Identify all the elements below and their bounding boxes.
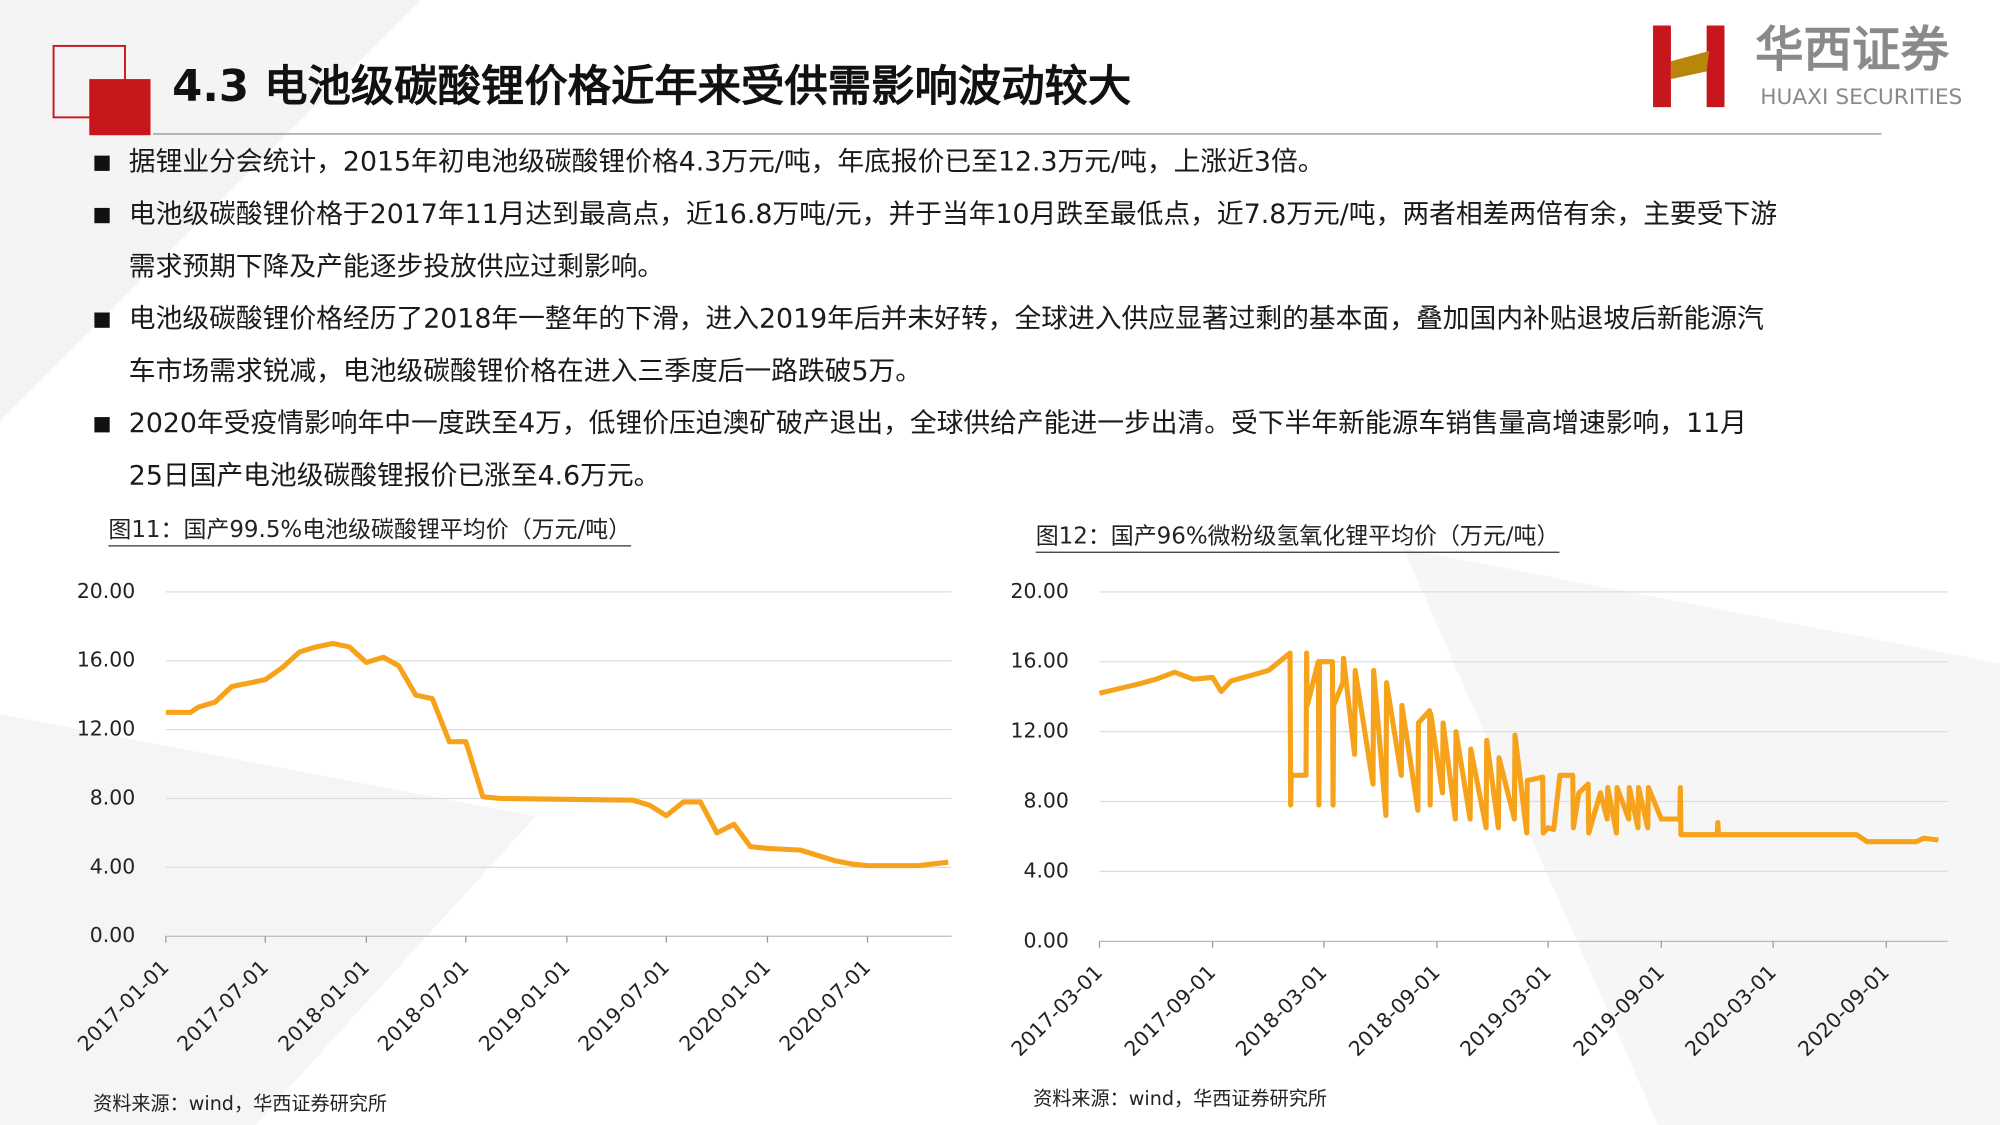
logo-mark (1706, 25, 1725, 108)
y-tick-label: 0.00 (1023, 928, 1068, 952)
bullet-text: 25日国产电池级碳酸锂报价已涨至4.6万元。 (129, 461, 661, 492)
logo: 华西证券 HUAXI SECURITIES (1653, 21, 1962, 110)
logo-name: 华西证券 (1755, 21, 1949, 78)
line-series (1098, 650, 1939, 845)
y-tick-label: 8.00 (1023, 789, 1068, 813)
bullet-marker (94, 417, 110, 433)
line-series (165, 640, 949, 869)
x-tick-label: 2019-01-01 (474, 955, 575, 1056)
y-tick-label: 8.00 (90, 785, 135, 809)
y-tick-label: 20.00 (77, 579, 135, 603)
x-tick-label: 2019-03-01 (1455, 960, 1556, 1061)
bullet-marker (94, 155, 110, 171)
y-tick-label: 16.00 (1011, 649, 1069, 673)
x-tick-label: 2017-09-01 (1120, 960, 1221, 1061)
chart-title: 图12：国产96%微粉级氢氧化锂平均价（万元/吨） (1036, 523, 1560, 549)
logo-mark (1670, 51, 1710, 80)
bullet-text: 需求预期下降及产能逐步投放供应过剩影响。 (129, 251, 664, 282)
bullet-text: 电池级碳酸锂价格于2017年11月达到最高点，近16.8万吨/元，并于当年10月… (129, 199, 1777, 230)
bullet-text: 据锂业分会统计，2015年初电池级碳酸锂价格4.3万元/吨，年底报价已至12.3… (129, 147, 1325, 178)
logo-mark (1653, 25, 1671, 108)
background-shape (0, 714, 536, 1125)
y-tick-label: 12.00 (77, 717, 135, 741)
slide-title: 4.3 电池级碳酸锂价格近年来受供需影响波动较大 (172, 62, 1131, 112)
x-tick-label: 2017-03-01 (1006, 960, 1107, 1061)
y-tick-label: 16.00 (77, 648, 135, 672)
bullet-text: 车市场需求锐减，电池级碳酸锂价格在进入三季度后一路跌破5万。 (129, 356, 922, 387)
bullet-marker (94, 312, 110, 328)
deco-square (89, 79, 151, 136)
x-tick-label: 2018-09-01 (1344, 960, 1445, 1061)
x-tick-label: 2018-03-01 (1231, 960, 1332, 1061)
x-tick-label: 2019-07-01 (573, 955, 674, 1056)
y-tick-label: 4.00 (90, 854, 135, 878)
bullet-text: 2020年受疫情影响年中一度跌至4万，低锂价压迫澳矿破产退出，全球供给产能进一步… (129, 408, 1747, 439)
y-tick-label: 0.00 (90, 923, 135, 947)
chart-title: 图11：国产99.5%电池级碳酸锂平均价（万元/吨） (108, 517, 631, 543)
y-tick-label: 20.00 (1011, 579, 1069, 603)
source-note: 资料来源：wind，华西证券研究所 (1033, 1087, 1327, 1110)
logo-english: HUAXI SECURITIES (1760, 85, 1962, 110)
bullet-text: 电池级碳酸锂价格经历了2018年一整年的下滑，进入2019年后并未好转，全球进入… (129, 304, 1764, 335)
bullet-marker (94, 207, 110, 224)
x-tick-label: 2020-01-01 (674, 955, 775, 1056)
source-note: 资料来源：wind，华西证券研究所 (93, 1092, 387, 1115)
y-tick-label: 12.00 (1011, 719, 1069, 743)
x-tick-label: 2020-07-01 (774, 955, 875, 1056)
y-tick-label: 4.00 (1023, 858, 1068, 882)
